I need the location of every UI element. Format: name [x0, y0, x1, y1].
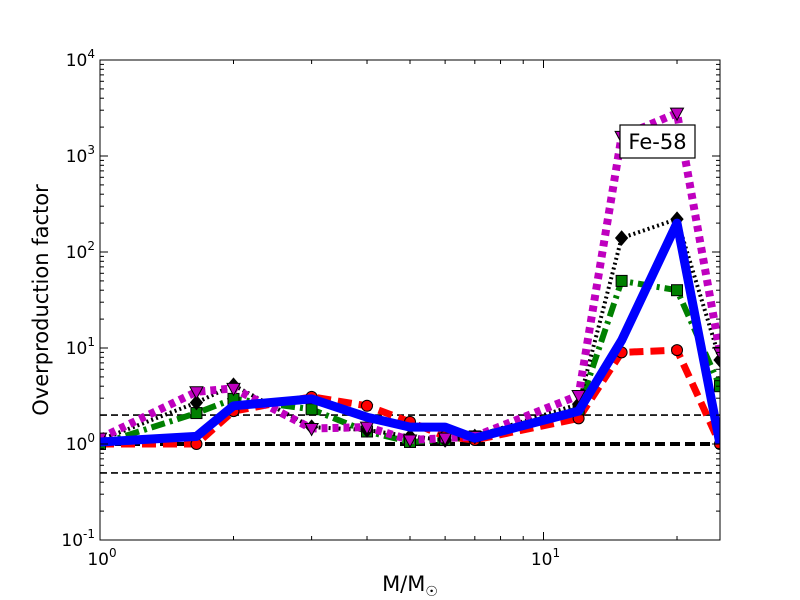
annotation-label: Fe-58 [628, 130, 686, 154]
x-tick-label-1-exp: 1 [553, 546, 561, 560]
series-4 [100, 218, 720, 447]
series-3-point [437, 432, 453, 447]
annotation-box [619, 124, 696, 159]
y-tick-label-2-base: 10 [66, 339, 88, 359]
y-tick-label-1-exp: 0 [87, 431, 95, 445]
y-tick-label-4-base: 10 [66, 147, 88, 167]
y-tick-label-0-base: 10 [61, 531, 83, 551]
series-1-point [615, 274, 628, 287]
y-tick-label-3-exp: 2 [87, 239, 95, 253]
series-3-point [402, 434, 418, 449]
y-tick-label-5-exp: 4 [87, 47, 95, 61]
y-tick-label-2: 101 [66, 335, 95, 359]
series-3-point [669, 107, 685, 122]
y-tick-label-4-exp: 3 [87, 143, 95, 157]
series-0-point [671, 344, 684, 357]
series-3-point [304, 423, 319, 437]
series-line-1 [100, 277, 720, 447]
series-2-point [614, 230, 629, 246]
series-3-point [359, 421, 375, 436]
y-tick-label-1: 100 [66, 431, 95, 455]
series-3-point [226, 382, 241, 397]
y-tick-label-0: 10-1 [61, 527, 95, 551]
x-axis-title-sub: ☉ [425, 584, 438, 600]
plot-background [100, 60, 720, 540]
x-axis-title: M/M☉ [382, 572, 438, 600]
series-line-4 [100, 218, 720, 447]
axis-ticks [99, 59, 720, 541]
y-tick-label-1-base: 10 [66, 435, 88, 455]
x-tick-label-1: 101 [531, 546, 560, 570]
series-0-point [361, 399, 374, 412]
series-1-point [671, 284, 684, 297]
fe58-annotation: Fe-58 [619, 124, 696, 159]
series-3-point [712, 346, 720, 361]
y-axis-title: Overproduction factor [29, 184, 53, 416]
series-1-point [305, 403, 318, 416]
series-3-point [571, 390, 586, 404]
x-tick-label-1-base: 10 [531, 550, 553, 570]
y-tick-label-0-exp: -1 [83, 527, 95, 541]
x-tick-label-0-base: 10 [87, 550, 109, 570]
y-tick-label-5-base: 10 [66, 51, 88, 71]
series-2-point [189, 394, 204, 411]
y-tick-label-3-base: 10 [66, 243, 88, 263]
y-tick-label-3: 102 [66, 239, 95, 263]
y-tick-label-5: 104 [66, 47, 95, 71]
x-axis-title-base: M/M [382, 572, 425, 596]
series-3-point [189, 386, 204, 400]
x-tick-label-0-exp: 0 [109, 546, 117, 560]
x-tick-label-0: 100 [87, 546, 116, 570]
y-tick-label-2-exp: 1 [87, 335, 95, 349]
y-tick-label-4: 103 [66, 143, 95, 167]
